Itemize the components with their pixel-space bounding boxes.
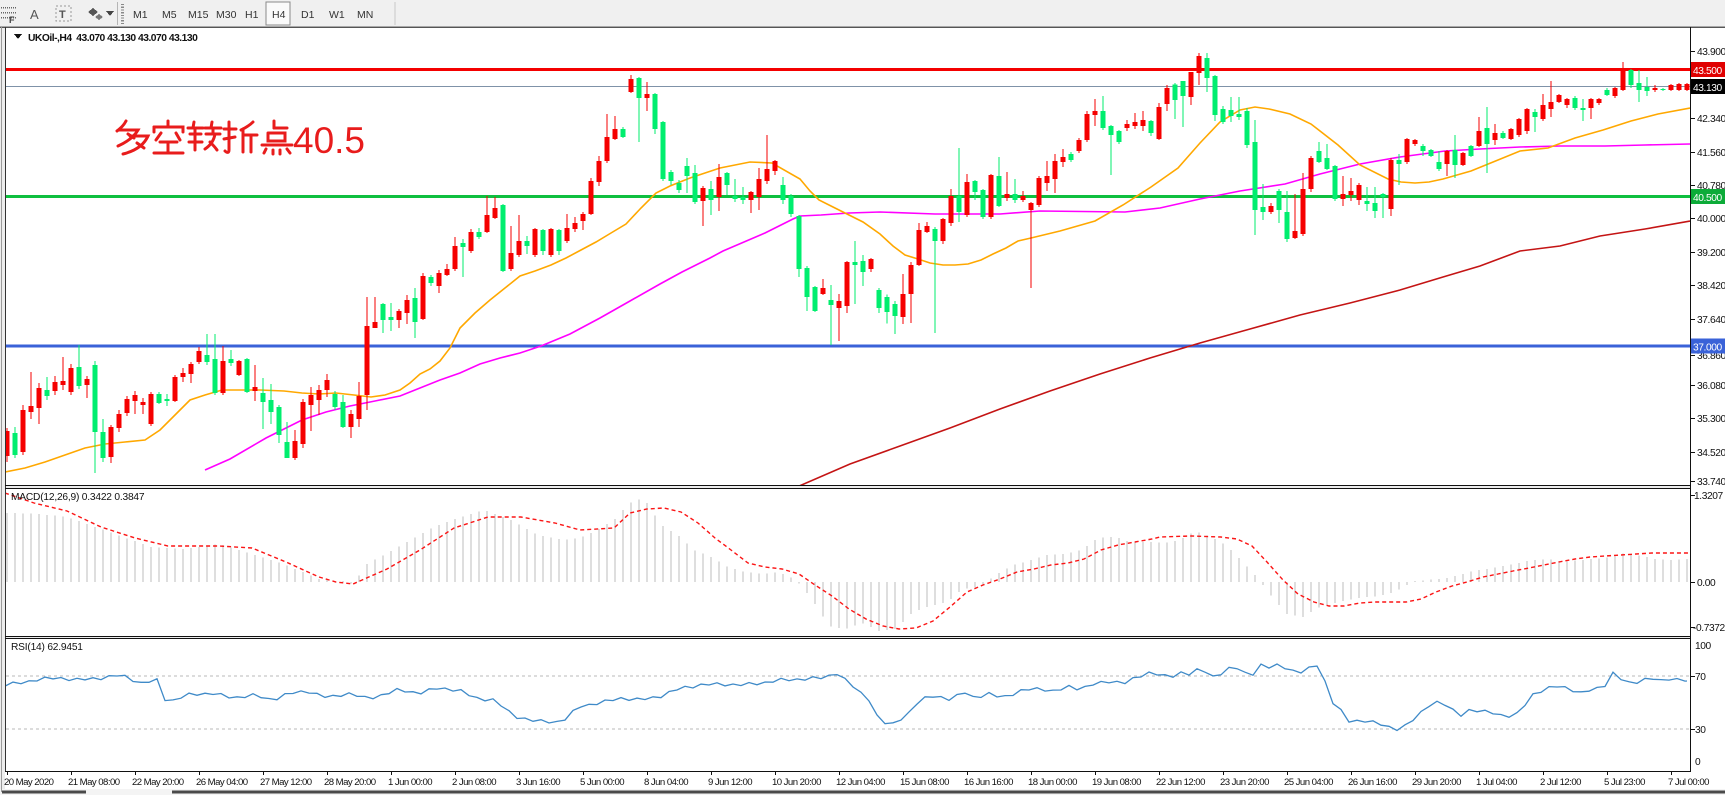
svg-text:22 Jun 12:00: 22 Jun 12:00 [1156,777,1205,788]
svg-text:1 Jul 04:00: 1 Jul 04:00 [1476,777,1517,788]
svg-text:42.340: 42.340 [1697,114,1725,125]
svg-text:5 Jul 23:00: 5 Jul 23:00 [1604,777,1645,788]
svg-text:RSI(14) 62.9451: RSI(14) 62.9451 [11,642,83,653]
svg-text:10 Jun 20:00: 10 Jun 20:00 [772,777,821,788]
svg-text:40.780: 40.780 [1697,181,1725,192]
svg-text:29 Jun 20:00: 29 Jun 20:00 [1412,777,1461,788]
svg-text:33.740: 33.740 [1697,477,1725,488]
svg-text:34.520: 34.520 [1697,448,1725,459]
svg-text:26 Jun 16:00: 26 Jun 16:00 [1348,777,1397,788]
svg-text:40.000: 40.000 [1697,214,1725,225]
svg-text:8 Jun 04:00: 8 Jun 04:00 [644,777,688,788]
svg-text:H1: H1 [245,9,259,21]
svg-text:2 Jun 08:00: 2 Jun 08:00 [452,777,496,788]
svg-text:22 May 20:00: 22 May 20:00 [132,777,184,788]
svg-text:40.5: 40.5 [293,120,365,161]
svg-text:40.500: 40.500 [1693,193,1722,204]
svg-text:1 Jun 00:00: 1 Jun 00:00 [388,777,432,788]
svg-text:37.000: 37.000 [1693,343,1722,354]
svg-text:MN: MN [357,9,373,21]
svg-text:39.200: 39.200 [1697,248,1725,259]
svg-text:100: 100 [1695,641,1712,652]
svg-text:23 Jun 20:00: 23 Jun 20:00 [1220,777,1269,788]
svg-text:30: 30 [1695,725,1706,736]
svg-text:9 Jun 12:00: 9 Jun 12:00 [708,777,752,788]
svg-text:15 Jun 08:00: 15 Jun 08:00 [900,777,949,788]
svg-text:43.500: 43.500 [1693,66,1722,77]
svg-text:43.900: 43.900 [1697,47,1725,58]
svg-text:18 Jun 00:00: 18 Jun 00:00 [1028,777,1077,788]
svg-text:M30: M30 [216,9,237,21]
svg-text:19 Jun 08:00: 19 Jun 08:00 [1092,777,1141,788]
svg-text:T: T [59,9,66,21]
svg-text:28 May 20:00: 28 May 20:00 [324,777,376,788]
svg-text:36.080: 36.080 [1697,381,1725,392]
svg-text:20 May 2020: 20 May 2020 [4,777,54,788]
svg-text:MACD(12,26,9) 0.3422 0.3847: MACD(12,26,9) 0.3422 0.3847 [11,492,145,503]
svg-text:38.420: 38.420 [1697,281,1725,292]
svg-text:M1: M1 [133,9,148,21]
svg-text:H4: H4 [272,9,286,21]
svg-text:27 May 12:00: 27 May 12:00 [260,777,312,788]
svg-text:1.3207: 1.3207 [1694,491,1723,502]
svg-text:W1: W1 [329,9,345,21]
svg-text:35.300: 35.300 [1697,414,1725,425]
svg-text:0: 0 [1695,757,1701,768]
svg-text:A: A [30,7,39,22]
svg-text:36.860: 36.860 [1697,351,1725,362]
svg-text:M15: M15 [188,9,209,21]
svg-text:41.560: 41.560 [1697,148,1725,159]
svg-text:0.00: 0.00 [1697,578,1716,589]
svg-text:25 Jun 04:00: 25 Jun 04:00 [1284,777,1333,788]
svg-text:5 Jun 00:00: 5 Jun 00:00 [580,777,624,788]
svg-text:37.640: 37.640 [1697,315,1725,326]
svg-text:43.130: 43.130 [1693,83,1722,94]
svg-text:7 Jul 00:00: 7 Jul 00:00 [1668,777,1709,788]
svg-text:M5: M5 [162,9,177,21]
svg-text:-0.7372: -0.7372 [1693,623,1725,634]
svg-text:F: F [9,15,15,25]
svg-text:16 Jun 16:00: 16 Jun 16:00 [964,777,1013,788]
svg-text:21 May 08:00: 21 May 08:00 [68,777,120,788]
svg-text:12 Jun 04:00: 12 Jun 04:00 [836,777,885,788]
svg-text:D1: D1 [301,9,315,21]
svg-text:2 Jul 12:00: 2 Jul 12:00 [1540,777,1581,788]
svg-text:3 Jun 16:00: 3 Jun 16:00 [516,777,560,788]
svg-text:26 May 04:00: 26 May 04:00 [196,777,248,788]
svg-text:70: 70 [1695,672,1706,683]
svg-text:UKOil-,H4 43.070 43.130 43.07: UKOil-,H4 43.070 43.130 43.070 43.130 [28,33,198,44]
